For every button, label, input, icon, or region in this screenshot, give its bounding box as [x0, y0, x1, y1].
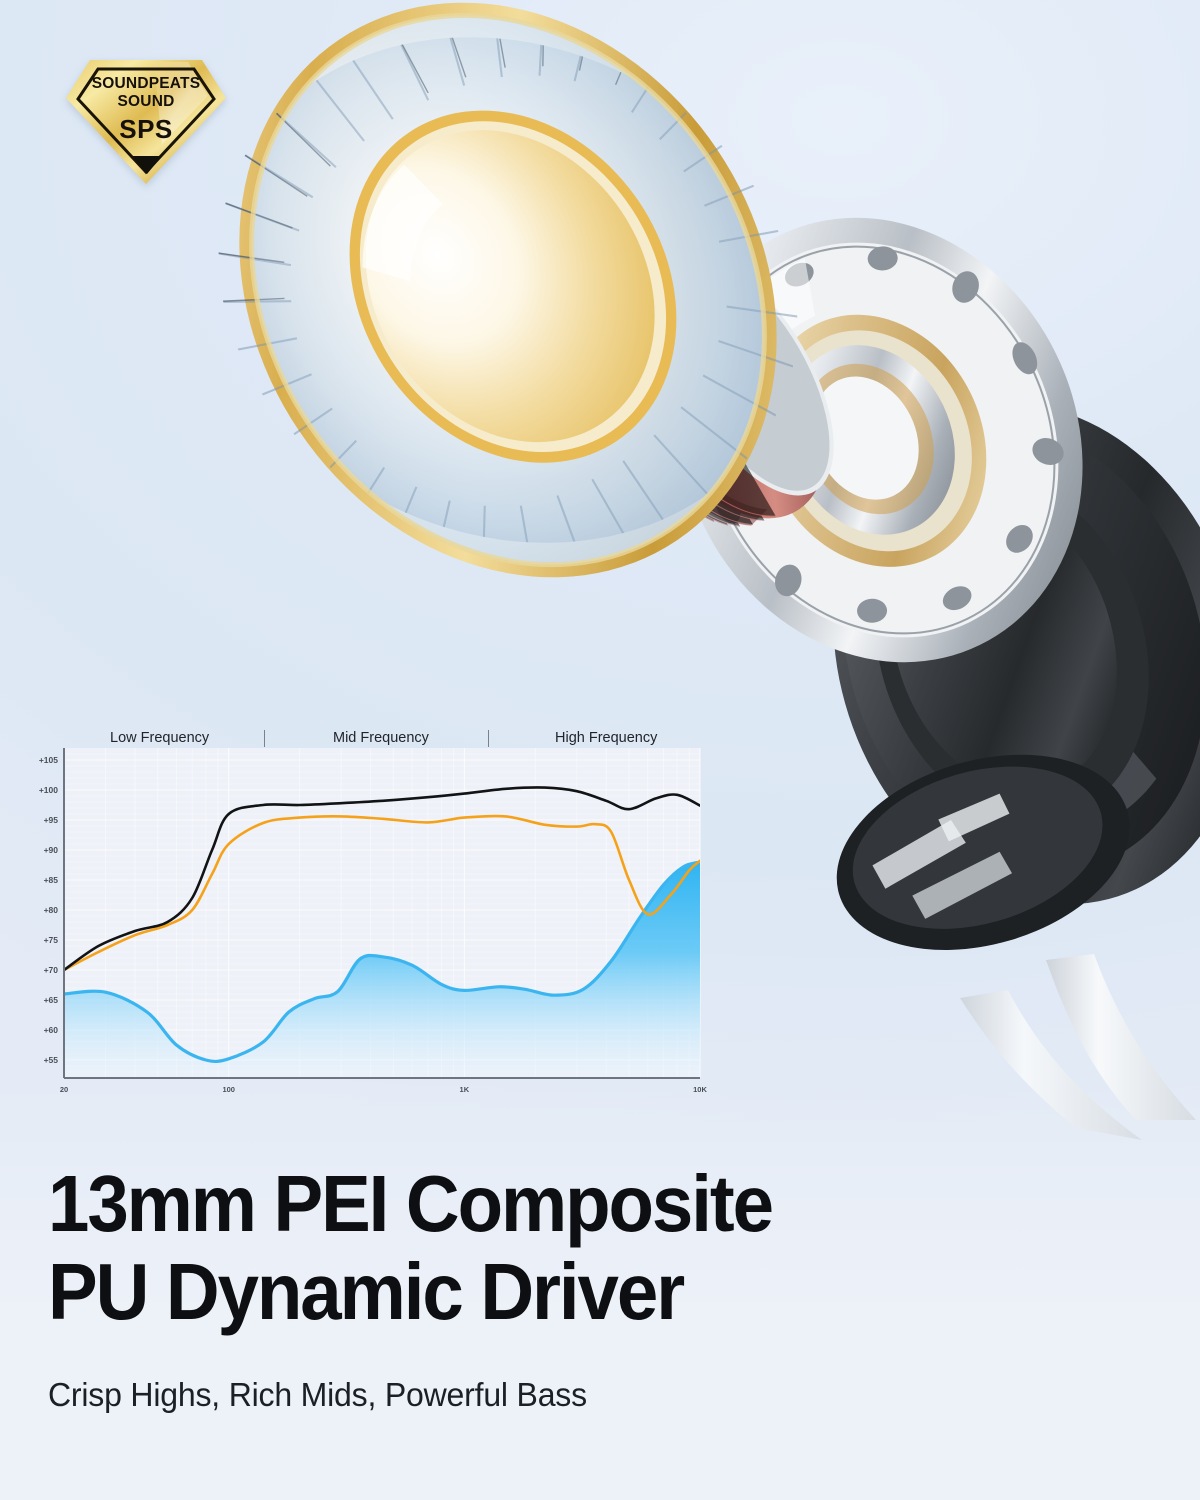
orange-response-curve	[64, 814, 700, 972]
svg-text:+65: +65	[44, 995, 59, 1005]
chart-band-labels: Low Frequency Mid Frequency High Frequen…	[22, 712, 712, 747]
product-hero-image	[200, 0, 1200, 1140]
svg-text:+60: +60	[44, 1025, 59, 1035]
page-title: 13mm PEI Composite PU Dynamic Driver	[48, 1160, 1034, 1336]
svg-text:+85: +85	[44, 875, 59, 885]
blue-bass-area-curve-area	[64, 862, 700, 1078]
svg-text:+90: +90	[44, 845, 59, 855]
band-label-high: High Frequency	[555, 730, 658, 746]
frequency-response-chart: +105 +100 +95 +90 +85 +80 +75 +70 +65 +60 +55 20 10…	[22, 712, 712, 1132]
headline-block: 13mm PEI Composite PU Dynamic Driver Cri…	[48, 1160, 1108, 1414]
driver-cable	[960, 954, 1196, 1140]
band-separator-2	[488, 730, 489, 747]
chart-x-tick-labels: 20 100 1K 10K	[60, 1085, 708, 1094]
page-subtitle: Crisp Highs, Rich Mids, Powerful Bass	[48, 1376, 587, 1413]
band-label-mid: Mid Frequency	[333, 730, 429, 746]
svg-text:20: 20	[60, 1085, 68, 1094]
svg-text:+70: +70	[44, 965, 59, 975]
svg-text:+75: +75	[44, 935, 59, 945]
headline-line-2: PU Dynamic Driver	[48, 1247, 685, 1336]
svg-text:+105: +105	[39, 755, 58, 765]
soundpeats-sps-badge: SOUNDPEATS SOUND SPS	[58, 52, 234, 192]
chart-y-tick-labels: +105 +100 +95 +90 +85 +80 +75 +70 +65 +60 +55	[39, 755, 58, 1065]
band-separator-1	[264, 730, 265, 747]
badge-diamond-icon	[66, 60, 226, 184]
svg-text:+95: +95	[44, 815, 59, 825]
svg-text:1K: 1K	[460, 1085, 470, 1094]
band-label-low: Low Frequency	[110, 730, 210, 746]
svg-text:10K: 10K	[693, 1085, 707, 1094]
chart-canvas: +105 +100 +95 +90 +85 +80 +75 +70 +65 +60 +55 20 10…	[39, 748, 708, 1094]
svg-text:100: 100	[222, 1085, 235, 1094]
svg-text:+55: +55	[44, 1055, 59, 1065]
pei-diaphragm-cone	[200, 0, 808, 592]
black-response-curve	[64, 786, 700, 972]
headline-line-1: 13mm PEI Composite	[48, 1159, 774, 1248]
svg-text:+80: +80	[44, 905, 59, 915]
blue-bass-area-curve	[64, 860, 700, 1064]
svg-text:+100: +100	[39, 785, 58, 795]
driver-rear-vent-ring	[836, 754, 1130, 950]
chart-series-layer	[64, 786, 700, 1078]
